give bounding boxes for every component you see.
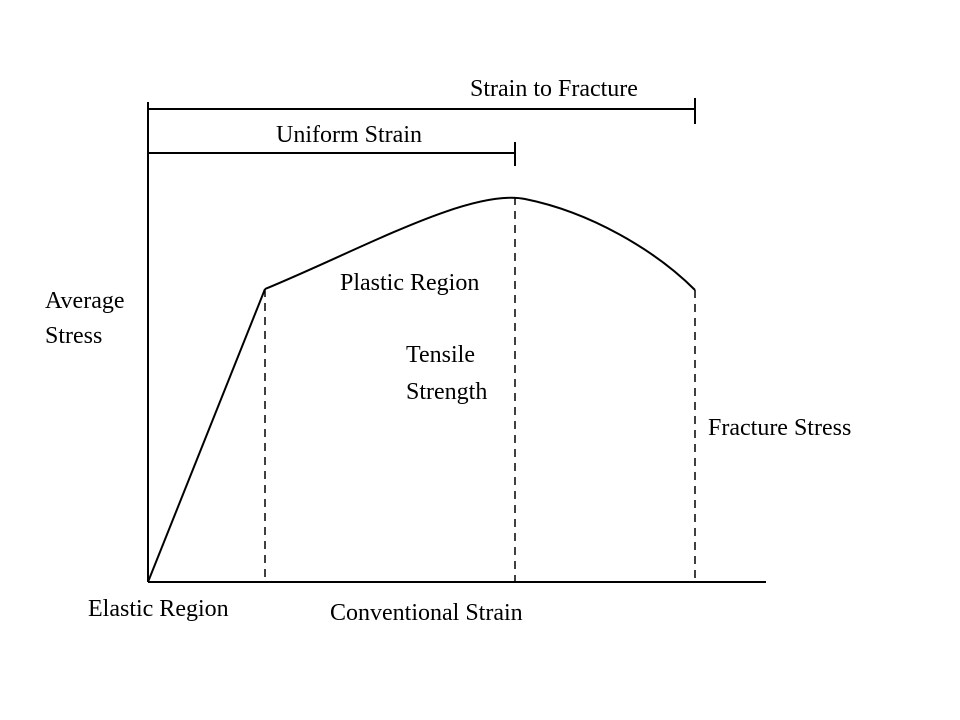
plastic-region-label: Plastic Region [340,270,479,296]
conventional-strain-label: Conventional Strain [330,600,523,626]
fracture-stress-label: Fracture Stress [708,415,851,441]
average-stress-label-line2: Stress [45,323,102,349]
uniform-strain-label: Uniform Strain [276,122,422,148]
elastic-line [147,288,266,583]
elastic-region-label: Elastic Region [88,596,229,622]
average-stress-label-line1: Average [45,288,125,314]
plastic-curve [264,196,696,291]
strain-to-fracture-label: Strain to Fracture [470,76,638,102]
tensile-strength-label-line1: Tensile [406,342,475,368]
tensile-strength-label-line2: Strength [406,379,487,405]
